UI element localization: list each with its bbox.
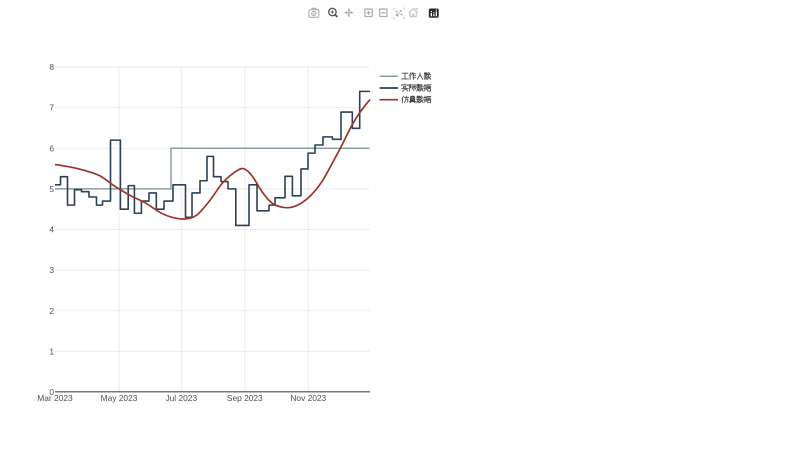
svg-text:5: 5 xyxy=(49,184,54,194)
svg-text:8: 8 xyxy=(49,62,54,72)
svg-text:May 2023: May 2023 xyxy=(101,393,138,403)
svg-text:Nov 2023: Nov 2023 xyxy=(290,393,326,403)
svg-text:1: 1 xyxy=(49,346,54,356)
svg-text:6: 6 xyxy=(49,143,54,153)
svg-text:Sep 2023: Sep 2023 xyxy=(227,393,263,403)
svg-text:3: 3 xyxy=(49,265,54,275)
svg-text:7: 7 xyxy=(49,103,54,113)
svg-text:Jul 2023: Jul 2023 xyxy=(165,393,197,403)
svg-text:2: 2 xyxy=(49,306,54,316)
svg-text:4: 4 xyxy=(49,225,54,235)
svg-text:Mar 2023: Mar 2023 xyxy=(37,393,73,403)
svg-text:0: 0 xyxy=(49,387,54,397)
